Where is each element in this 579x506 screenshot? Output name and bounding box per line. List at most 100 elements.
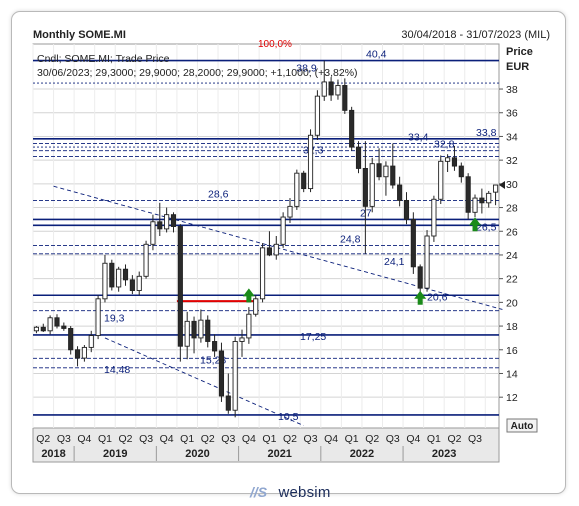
y-tick-label: 12: [506, 392, 518, 404]
x-tick-label: Q4: [77, 433, 91, 445]
auto-scale-label: Auto: [511, 421, 534, 432]
chart-card: [11, 11, 566, 494]
candle-body: [451, 157, 458, 167]
x-year-label: 2022: [350, 448, 374, 460]
candle-body: [342, 85, 348, 111]
auto-scale-button[interactable]: [506, 418, 538, 433]
candle-body: [95, 298, 101, 337]
candle-body: [177, 226, 183, 347]
candle-body: [253, 298, 259, 315]
x-year-label: 2018: [41, 448, 65, 460]
x-tick-label: Q3: [57, 433, 71, 445]
x-tick-label: Q2: [447, 433, 461, 445]
x-tick-label: Q3: [468, 433, 482, 445]
candle-body: [61, 325, 67, 329]
candle-body: [492, 184, 499, 193]
level-label: 10,5: [278, 411, 299, 423]
peak-label: 38,9: [296, 63, 317, 75]
candle-body: [116, 268, 122, 288]
x-tick-label: Q1: [427, 433, 441, 445]
candle-body: [205, 319, 211, 342]
candle-body: [376, 163, 382, 178]
candle-body: [355, 146, 362, 169]
level-label: 40,4: [366, 49, 387, 61]
buy-arrow-icon: [414, 290, 427, 305]
y-tick-label: 22: [506, 274, 518, 286]
x-tick-label: Q4: [242, 433, 256, 445]
fib-label-top: 100,0%: [258, 39, 292, 50]
level-label: 33,4: [408, 132, 429, 144]
y-tick-label: 30: [506, 179, 518, 191]
candle-body: [383, 165, 389, 178]
websim-logo-icon: //S: [249, 484, 268, 500]
candle-body: [225, 395, 231, 411]
candle-body: [164, 214, 170, 230]
y-tick-label: 28: [506, 203, 518, 215]
chart-title: Monthly SOME.MI: [33, 29, 126, 41]
y-tick-label: 36: [506, 108, 518, 120]
x-tick-label: Q2: [119, 433, 133, 445]
level-label: 14,48: [104, 364, 130, 376]
x-tick-label: Q3: [304, 433, 318, 445]
candle-body: [472, 197, 478, 213]
x-year-label: 2020: [185, 448, 209, 460]
candle-body: [246, 313, 252, 339]
y-tick-label: 24: [506, 250, 518, 262]
level-label: 19,3: [104, 313, 125, 325]
level-label: 28,6: [208, 188, 229, 200]
candle-body: [458, 165, 464, 178]
y-tick-label: 18: [506, 321, 518, 333]
candle-body: [362, 167, 368, 207]
x-tick-label: Q4: [160, 433, 174, 445]
x-tick-label: Q3: [221, 433, 235, 445]
x-tick-label: Q2: [365, 433, 379, 445]
candle-body: [266, 247, 273, 256]
x-tick-label: Q2: [36, 433, 50, 445]
level-label: 20,6: [427, 291, 448, 303]
trend-line-lower: [104, 337, 304, 427]
candle-body: [109, 262, 115, 288]
x-tick-label: Q4: [406, 433, 420, 445]
candle-body: [40, 326, 46, 332]
candle-body: [68, 327, 74, 351]
buy-arrow-icon: [242, 288, 255, 303]
y-axis-title: Price: [506, 46, 533, 58]
x-tick-label: Q2: [283, 433, 297, 445]
legend-line-1: Cndl; SOME.MI; Trade Price: [37, 53, 170, 65]
svg-text://S: //S: [249, 484, 268, 500]
brand-name: websim: [278, 483, 331, 501]
candle-body: [259, 247, 266, 300]
candle-body: [184, 320, 190, 347]
x-year-label: 2023: [432, 448, 456, 460]
x-tick-label: Q3: [139, 433, 153, 445]
x-tick-label: Q1: [262, 433, 276, 445]
candle-body: [212, 341, 218, 352]
level-label: 32,3: [303, 145, 324, 157]
x-axis-band: [32, 427, 500, 463]
level-label: 17,25: [300, 331, 326, 343]
x-tick-label: Q1: [180, 433, 194, 445]
candle-body: [218, 350, 225, 397]
y-tick-label: 38: [506, 84, 518, 96]
candle-body: [314, 95, 320, 136]
candle-body: [88, 335, 94, 348]
candle-body: [438, 160, 444, 200]
candle-body: [403, 199, 410, 220]
x-tick-label: Q3: [386, 433, 400, 445]
candle-body: [150, 221, 156, 245]
y-tick-label: 20: [506, 297, 518, 309]
legend-line-2: 30/06/2023; 29,3000; 29,9000; 28,2000; 2…: [37, 67, 358, 79]
x-tick-label: Q1: [98, 433, 112, 445]
y-tick-label: 26: [506, 226, 518, 238]
candle-body: [33, 326, 40, 332]
candle-body: [239, 337, 245, 342]
level-label: 32,8: [434, 139, 455, 151]
y-axis-unit: EUR: [506, 61, 529, 73]
candle-body: [307, 134, 314, 190]
candle-body: [102, 262, 108, 300]
candle-body: [486, 192, 492, 204]
candle-body: [54, 317, 60, 327]
y-tick-label: 16: [506, 345, 518, 357]
candle-body: [328, 81, 334, 96]
